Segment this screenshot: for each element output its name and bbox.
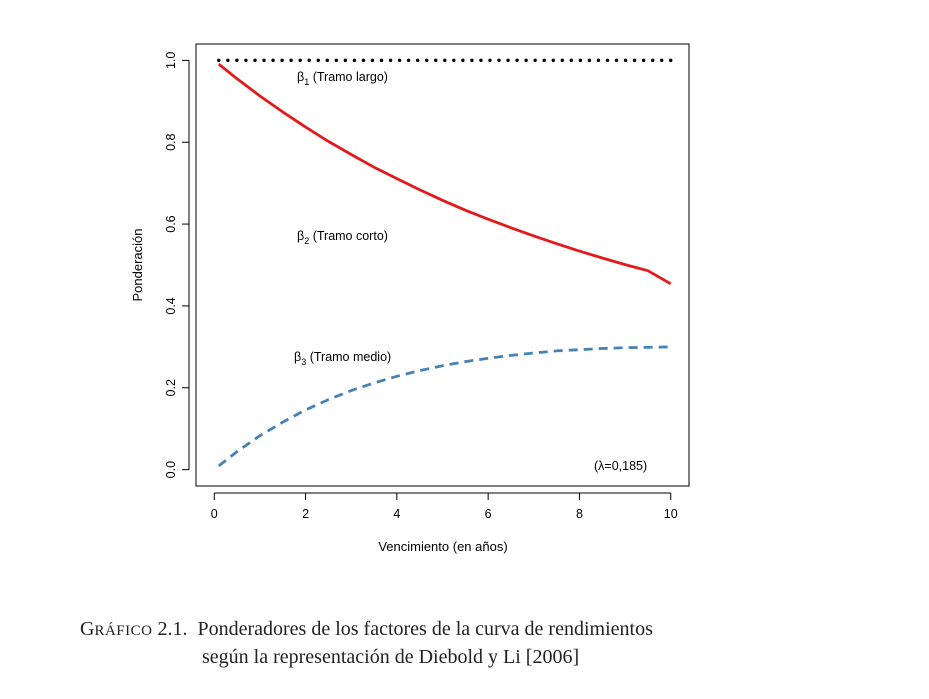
series-1-point bbox=[669, 58, 673, 63]
series-1-point bbox=[325, 58, 329, 63]
series-3 bbox=[217, 345, 671, 468]
series-1-point bbox=[415, 58, 420, 63]
series-1-point bbox=[623, 58, 628, 63]
series-1-point bbox=[506, 58, 510, 63]
caption-line-2: según la representación de Diebold y Li … bbox=[202, 646, 580, 668]
y-axis-label: Ponderación bbox=[130, 229, 145, 302]
series-1-point bbox=[524, 58, 528, 63]
y-tick-label: 0.6 bbox=[164, 215, 178, 232]
series-1-point bbox=[614, 58, 619, 63]
series-label-b1: β1 (Tramo largo) bbox=[297, 70, 388, 87]
x-tick-label: 10 bbox=[664, 507, 678, 521]
series-1-point bbox=[298, 58, 302, 63]
x-tick-label: 8 bbox=[576, 507, 583, 521]
y-tick-label: 1.0 bbox=[164, 52, 178, 69]
series-1-point bbox=[307, 58, 311, 63]
caption-line-1: Ponderadores de los factores de la curva… bbox=[197, 618, 653, 640]
series-1-point bbox=[289, 58, 293, 63]
series-1-point bbox=[452, 58, 456, 63]
y-tick-label: 0.2 bbox=[164, 379, 178, 396]
series-1-point bbox=[397, 58, 402, 63]
series-1-point bbox=[515, 58, 519, 63]
series-1-point bbox=[551, 58, 555, 63]
series-1-point bbox=[497, 58, 501, 63]
series-1-point bbox=[406, 58, 411, 63]
series-1-point bbox=[641, 58, 646, 63]
x-axis-label: Vencimiento (en años) bbox=[378, 539, 507, 554]
series-1 bbox=[217, 58, 673, 63]
series-label-b3: β3 (Tramo medio) bbox=[294, 350, 391, 367]
caption-label: GRÁFICO 2.1. bbox=[80, 618, 188, 640]
series-1-point bbox=[596, 58, 601, 63]
series-1-point bbox=[443, 58, 447, 63]
series-1-point bbox=[470, 58, 474, 63]
series-1-point bbox=[334, 58, 339, 63]
series-1-point bbox=[361, 58, 366, 63]
series-1-point bbox=[226, 58, 230, 63]
series-2-line bbox=[217, 63, 672, 286]
chart: 0 2 4 6 8 10 0.0 0.2 0.4 0.6 0.8 1.0 β1 (Tramo larg… bbox=[130, 43, 690, 554]
series-1-point bbox=[280, 58, 284, 63]
series-1-point bbox=[262, 58, 266, 63]
series-1-point bbox=[370, 58, 375, 63]
series-1-point bbox=[605, 58, 610, 63]
plot-frame bbox=[195, 43, 690, 487]
y-tick-label: 0.0 bbox=[164, 461, 178, 478]
series-3-line bbox=[217, 345, 671, 468]
series-1-point bbox=[343, 58, 348, 63]
series-1-point bbox=[244, 58, 248, 63]
series-1-point bbox=[479, 58, 483, 63]
series-1-point bbox=[578, 58, 583, 63]
series-1-point bbox=[560, 58, 564, 63]
series-1-point bbox=[542, 58, 546, 63]
series-2 bbox=[217, 63, 672, 286]
x-tick-label: 2 bbox=[302, 507, 309, 521]
series-layer bbox=[217, 58, 673, 468]
x-tick-label: 6 bbox=[485, 507, 492, 521]
lambda-annotation: (λ=0,185) bbox=[594, 459, 647, 473]
series-1-point bbox=[660, 58, 664, 63]
series-1-point bbox=[461, 58, 465, 63]
y-tick-label: 0.4 bbox=[164, 297, 178, 314]
series-1-point bbox=[434, 58, 438, 63]
series-label-b2: β2 (Tramo corto) bbox=[297, 229, 388, 246]
series-1-point bbox=[650, 58, 655, 63]
series-1-point bbox=[425, 58, 429, 63]
series-1-point bbox=[271, 58, 275, 63]
series-1-point bbox=[352, 58, 357, 63]
figure-caption: GRÁFICO 2.1. Ponderadores de los factore… bbox=[80, 616, 900, 670]
series-1-point bbox=[388, 58, 393, 63]
series-1-point bbox=[533, 58, 537, 63]
axes: 0 2 4 6 8 10 0.0 0.2 0.4 0.6 0.8 1.0 bbox=[164, 52, 678, 521]
y-tick-label: 0.8 bbox=[164, 133, 178, 150]
series-1-point bbox=[235, 58, 239, 63]
series-1-point bbox=[379, 58, 384, 63]
series-1-point bbox=[316, 58, 320, 63]
series-1-point bbox=[632, 58, 637, 63]
series-1-point bbox=[253, 58, 257, 63]
series-1-point bbox=[488, 58, 492, 63]
series-1-point bbox=[587, 58, 592, 63]
x-tick-label: 4 bbox=[393, 507, 400, 521]
x-tick-label: 0 bbox=[211, 507, 218, 521]
series-1-point bbox=[217, 58, 221, 63]
series-1-point bbox=[569, 58, 574, 63]
